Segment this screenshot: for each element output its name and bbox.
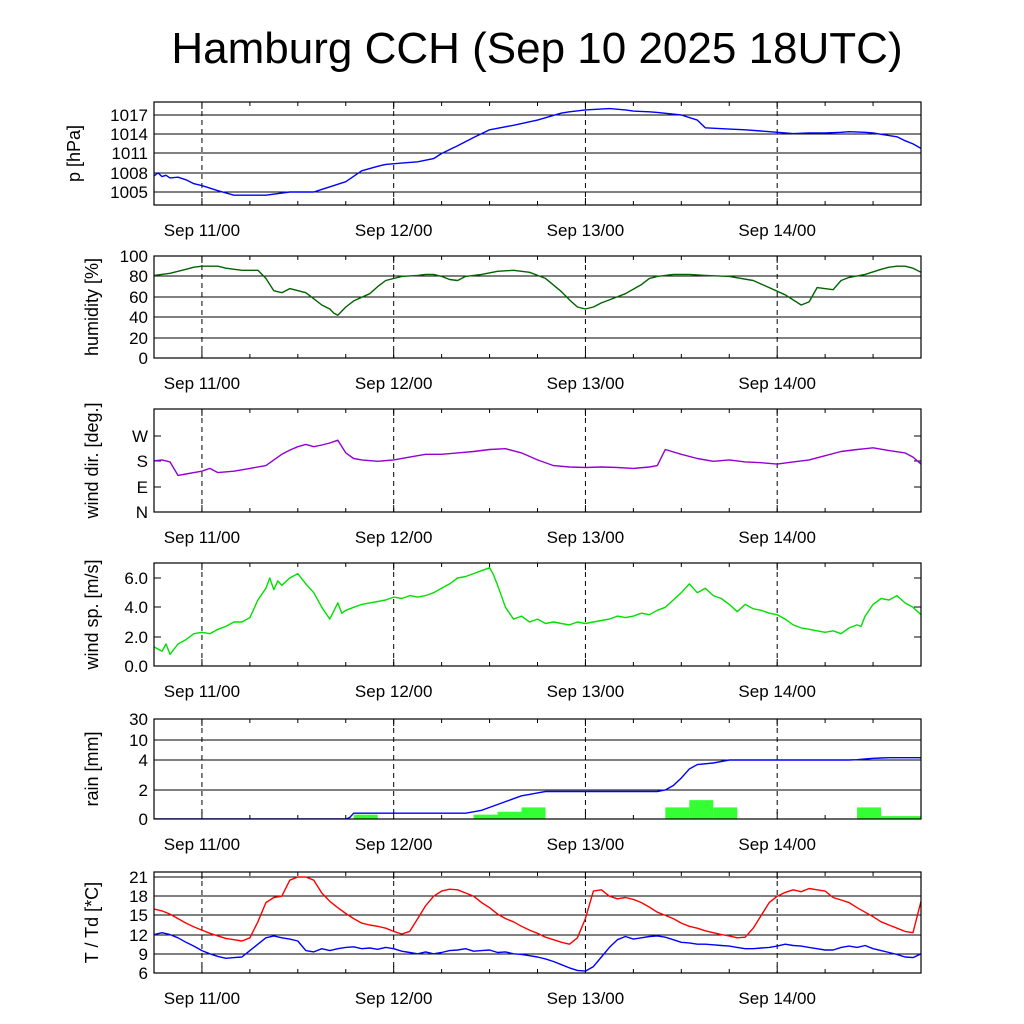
rain-bar: [497, 811, 522, 819]
x-tick-label: Sep 13/00: [547, 528, 625, 547]
y-axis-label: humidity [%]: [82, 258, 102, 356]
rain-bar: [857, 807, 882, 819]
y-tick-label: 80: [129, 267, 148, 286]
y-tick-label: 0: [139, 349, 148, 368]
y-tick-label: 1014: [110, 125, 148, 144]
x-tick-label: Sep 14/00: [738, 528, 816, 547]
y-tick-label: 18: [129, 887, 148, 906]
y-tick-label: S: [137, 452, 148, 471]
y-axis-label: T / Td [*C]: [82, 882, 102, 963]
temperature-series-line: [154, 876, 921, 945]
x-tick-label: Sep 11/00: [164, 528, 240, 547]
x-tick-label: Sep 12/00: [355, 989, 433, 1008]
y-tick-label: 21: [129, 868, 148, 887]
y-axis-label: wind dir. [deg.]: [82, 402, 102, 519]
rain-bar: [473, 814, 498, 819]
rain-bar: [353, 814, 378, 819]
x-tick-label: Sep 13/00: [547, 221, 625, 240]
y-tick-label: 1011: [111, 144, 148, 163]
chart-title: Hamburg CCH (Sep 10 2025 18UTC): [171, 24, 903, 73]
y-tick-label: 15: [129, 906, 148, 925]
rain-accumulated-line: [154, 757, 921, 819]
y-tick-label: 4: [139, 751, 148, 770]
x-tick-label: Sep 12/00: [355, 682, 433, 701]
y-tick-label: 1005: [110, 183, 148, 202]
y-tick-label: W: [132, 427, 148, 446]
y-tick-label: 1008: [110, 164, 148, 183]
x-tick-label: Sep 11/00: [164, 221, 240, 240]
rain-bar: [713, 807, 738, 819]
x-tick-label: Sep 13/00: [547, 835, 625, 854]
x-tick-label: Sep 14/00: [738, 835, 816, 854]
y-tick-label: 4.0: [124, 598, 148, 617]
panel-frame: [153, 255, 922, 359]
x-tick-label: Sep 12/00: [355, 835, 433, 854]
x-tick-label: Sep 11/00: [164, 835, 240, 854]
x-tick-label: Sep 13/00: [547, 682, 625, 701]
y-tick-label: N: [136, 503, 148, 522]
x-tick-label: Sep 12/00: [355, 374, 433, 393]
y-tick-label: 2: [139, 781, 148, 800]
y-tick-label: 40: [129, 308, 148, 327]
y-axis-label: p [hPa]: [64, 125, 84, 182]
panel-frame: [153, 871, 922, 974]
y-tick-label: 100: [120, 247, 148, 266]
y-tick-label: 6.0: [124, 569, 148, 588]
x-tick-label: Sep 11/00: [164, 682, 240, 701]
x-tick-label: Sep 14/00: [738, 682, 816, 701]
y-tick-label: 20: [129, 329, 148, 348]
y-tick-label: 0.0: [124, 657, 148, 676]
rain-bar: [689, 800, 714, 819]
y-tick-label: 2.0: [124, 628, 148, 647]
x-tick-label: Sep 14/00: [738, 221, 816, 240]
rain-bar: [881, 816, 921, 819]
x-tick-label: Sep 14/00: [738, 989, 816, 1008]
x-tick-label: Sep 12/00: [355, 221, 433, 240]
x-tick-label: Sep 11/00: [164, 374, 240, 393]
y-axis-label: wind sp. [m/s]: [82, 559, 102, 670]
y-tick-label: E: [137, 478, 148, 497]
y-tick-label: 10: [129, 731, 148, 750]
panel-wind_speed: 0.0 2.0 4.0 6.0 wind sp. [m/s] Sep 11/00 Sep 1…: [82, 559, 922, 701]
y-tick-label: 60: [129, 288, 148, 307]
x-tick-label: Sep 13/00: [547, 374, 625, 393]
humidity-series-line: [154, 265, 921, 316]
wind_direction-series-line: [154, 439, 921, 477]
y-axis-label: rain [mm]: [82, 731, 102, 806]
y-tick-label: 12: [129, 926, 148, 945]
panel-frame: [153, 408, 922, 513]
y-tick-label: 0: [139, 810, 148, 829]
panel-frame: [153, 562, 922, 667]
y-tick-label: 9: [139, 945, 148, 964]
wind_speed-series-line: [154, 567, 921, 655]
x-tick-label: Sep 14/00: [738, 374, 816, 393]
panel-rain: 0 2 410 30 rain [mm] Sep 11/00 Sep 12/00 Sep 13…: [82, 710, 922, 854]
panel-frame: [153, 718, 922, 820]
y-tick-label: 30: [129, 710, 148, 729]
y-tick-label: 6: [139, 964, 148, 983]
y-tick-label: 1017: [110, 106, 148, 125]
pressure-series-line: [154, 107, 921, 196]
temperature-series-line: [154, 932, 921, 972]
panel-frame: [153, 101, 922, 206]
x-tick-label: Sep 11/00: [164, 989, 240, 1008]
rain-bar: [665, 807, 690, 819]
x-tick-label: Sep 12/00: [355, 528, 433, 547]
x-tick-label: Sep 13/00: [547, 989, 625, 1008]
rain-bar: [521, 807, 546, 819]
